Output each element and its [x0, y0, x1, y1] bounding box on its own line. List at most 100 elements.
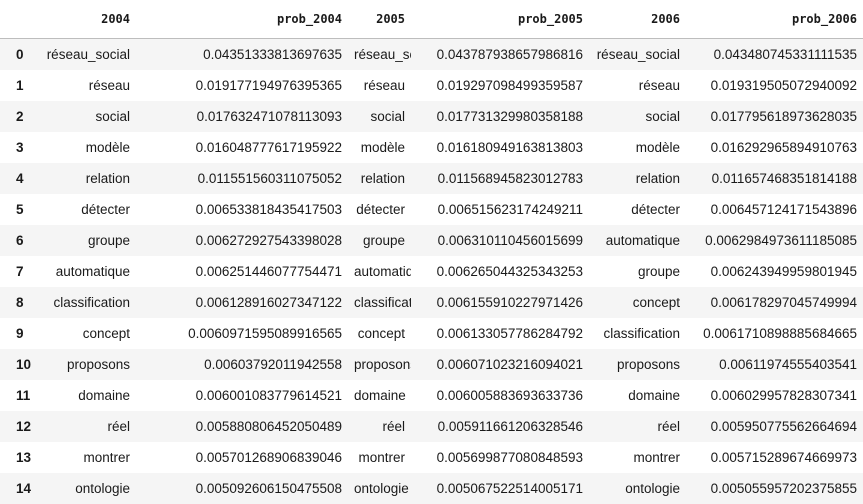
- table-cell: 0.043480745331111535: [686, 39, 863, 71]
- row-index: 0: [0, 39, 38, 71]
- table-cell: modèle: [348, 132, 411, 163]
- table-cell: concept: [589, 287, 686, 318]
- table-cell: 0.006029957828307341: [686, 380, 863, 411]
- table-cell: 0.0061710898885684665: [686, 318, 863, 349]
- table-cell: 0.005880806452050489: [136, 411, 348, 442]
- table-cell: 0.006128916027347122: [136, 287, 348, 318]
- table-cell: 0.011568945823012783: [411, 163, 589, 194]
- table-cell: 0.00603792011942558: [136, 349, 348, 380]
- table-cell: proposons: [589, 349, 686, 380]
- table-cell: montrer: [348, 442, 411, 473]
- table-cell: classification: [589, 318, 686, 349]
- table-cell: 0.006133057786284792: [411, 318, 589, 349]
- column-header: 2005: [348, 0, 411, 39]
- row-index: 7: [0, 256, 38, 287]
- table-cell: 0.006310110456015699: [411, 225, 589, 256]
- table-cell: 0.019319505072940092: [686, 70, 863, 101]
- table-cell: 0.017632471078113093: [136, 101, 348, 132]
- table-cell: réseau: [348, 70, 411, 101]
- row-index: 2: [0, 101, 38, 132]
- table-cell: 0.005067522514005171: [411, 473, 589, 504]
- table-cell: social: [589, 101, 686, 132]
- table-cell: 0.006155910227971426: [411, 287, 589, 318]
- table-cell: réseau_social: [38, 39, 136, 71]
- column-header: prob_2006: [686, 0, 863, 39]
- table-cell: réseau_social: [348, 39, 411, 71]
- table-cell: 0.00611974555403541: [686, 349, 863, 380]
- table-cell: ontologie: [348, 473, 411, 504]
- table-cell: 0.005911661206328546: [411, 411, 589, 442]
- table-cell: réseau: [38, 70, 136, 101]
- table-cell: 0.006243949959801945: [686, 256, 863, 287]
- table-cell: relation: [589, 163, 686, 194]
- row-index: 3: [0, 132, 38, 163]
- table-cell: réel: [38, 411, 136, 442]
- table-cell: 0.006001083779614521: [136, 380, 348, 411]
- table-cell: 0.006457124171543896: [686, 194, 863, 225]
- table-cell: concept: [348, 318, 411, 349]
- table-cell: proposons: [348, 349, 411, 380]
- table-cell: 0.005055957202375855: [686, 473, 863, 504]
- index-header: [0, 0, 38, 39]
- table-cell: 0.016180949163813803: [411, 132, 589, 163]
- row-index: 1: [0, 70, 38, 101]
- row-index: 8: [0, 287, 38, 318]
- table-cell: 0.0062984973611185085: [686, 225, 863, 256]
- table-cell: 0.005715289674669973: [686, 442, 863, 473]
- row-index: 14: [0, 473, 38, 504]
- row-index: 13: [0, 442, 38, 473]
- table-cell: automatique: [589, 225, 686, 256]
- row-index: 6: [0, 225, 38, 256]
- table-cell: réel: [589, 411, 686, 442]
- table-cell: modèle: [589, 132, 686, 163]
- column-header: 2006: [589, 0, 686, 39]
- table-cell: détecter: [348, 194, 411, 225]
- table-cell: automatique: [348, 256, 411, 287]
- table-cell: domaine: [38, 380, 136, 411]
- table-cell: 0.005701268906839046: [136, 442, 348, 473]
- table-cell: 0.005699877080848593: [411, 442, 589, 473]
- table-cell: classification: [38, 287, 136, 318]
- table-cell: 0.005092606150475508: [136, 473, 348, 504]
- row-index: 5: [0, 194, 38, 225]
- table-cell: montrer: [38, 442, 136, 473]
- table-cell: ontologie: [38, 473, 136, 504]
- table-cell: ontologie: [589, 473, 686, 504]
- table-cell: réseau_social: [589, 39, 686, 71]
- table-cell: 0.017731329980358188: [411, 101, 589, 132]
- row-index: 10: [0, 349, 38, 380]
- table-cell: 0.006071023216094021: [411, 349, 589, 380]
- table-cell: relation: [38, 163, 136, 194]
- table-cell: 0.006515623174249211: [411, 194, 589, 225]
- table-cell: 0.006251446077754471: [136, 256, 348, 287]
- table-cell: détecter: [38, 194, 136, 225]
- table-cell: social: [38, 101, 136, 132]
- table-cell: 0.016048777617195922: [136, 132, 348, 163]
- row-index: 11: [0, 380, 38, 411]
- table-cell: 0.006272927543398028: [136, 225, 348, 256]
- table-cell: groupe: [38, 225, 136, 256]
- table-cell: 0.017795618973628035: [686, 101, 863, 132]
- table-cell: 0.006265044325343253: [411, 256, 589, 287]
- table-cell: social: [348, 101, 411, 132]
- table-cell: réseau: [589, 70, 686, 101]
- table-cell: 0.016292965894910763: [686, 132, 863, 163]
- table-cell: groupe: [589, 256, 686, 287]
- table-cell: 0.006005883693633736: [411, 380, 589, 411]
- table-cell: montrer: [589, 442, 686, 473]
- row-index: 12: [0, 411, 38, 442]
- table-cell: automatique: [38, 256, 136, 287]
